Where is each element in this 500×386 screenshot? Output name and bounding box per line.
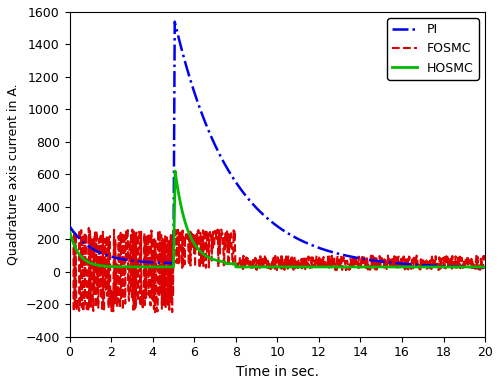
PI	[151, 260, 157, 265]
HOSMC	[406, 265, 412, 269]
FOSMC	[66, 224, 72, 229]
FOSMC	[482, 256, 488, 261]
HOSMC	[391, 265, 397, 269]
HOSMC	[482, 265, 488, 269]
FOSMC	[390, 264, 396, 269]
HOSMC	[66, 229, 72, 234]
PI	[66, 224, 72, 229]
HOSMC	[92, 262, 98, 267]
FOSMC	[92, 230, 98, 235]
HOSMC	[172, 169, 178, 173]
PI	[92, 248, 98, 252]
HOSMC	[233, 265, 239, 269]
Line: HOSMC: HOSMC	[70, 171, 485, 267]
HOSMC	[151, 265, 157, 269]
FOSMC	[462, 256, 468, 261]
Y-axis label: Quadrature axis current in A.: Quadrature axis current in A.	[7, 83, 20, 265]
PI	[462, 264, 468, 269]
PI	[434, 264, 440, 268]
FOSMC	[434, 261, 440, 266]
HOSMC	[434, 265, 440, 269]
Line: FOSMC: FOSMC	[70, 226, 485, 312]
FOSMC	[406, 254, 412, 259]
PI	[482, 265, 488, 270]
X-axis label: Time in sec.: Time in sec.	[236, 365, 319, 379]
PI	[390, 261, 396, 265]
HOSMC	[462, 265, 468, 269]
FOSMC	[152, 310, 158, 315]
Legend: PI, FOSMC, HOSMC: PI, FOSMC, HOSMC	[387, 18, 479, 80]
PI	[172, 19, 177, 24]
PI	[406, 262, 412, 266]
FOSMC	[151, 306, 157, 311]
Line: PI: PI	[70, 22, 485, 267]
